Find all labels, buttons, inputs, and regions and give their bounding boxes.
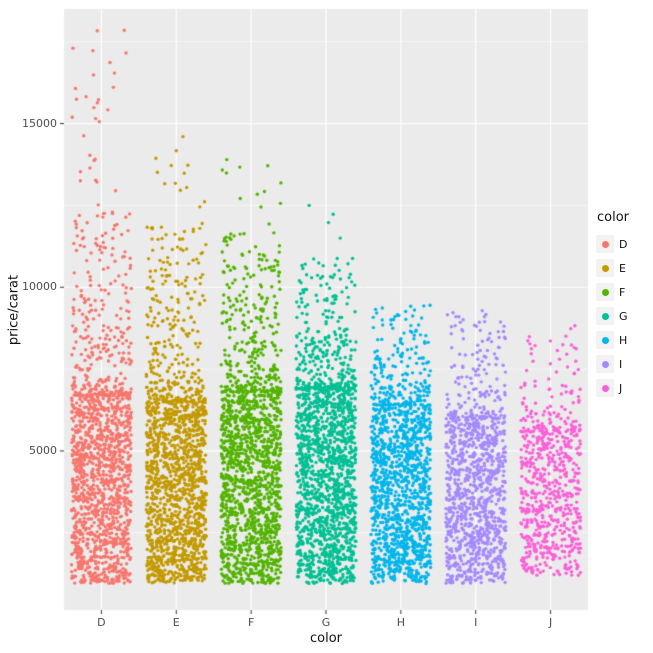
legend-point-icon xyxy=(601,288,609,296)
legend-item-label: J xyxy=(619,381,623,395)
legend-item-label: H xyxy=(619,333,628,347)
legend-point-icon xyxy=(601,360,609,368)
legend-item-J: J xyxy=(596,376,629,400)
legend-item-I: I xyxy=(596,352,629,376)
x-axis-title: color xyxy=(309,631,343,646)
legend-key xyxy=(596,331,614,349)
legend-point-icon xyxy=(601,384,609,392)
legend-item-label: I xyxy=(619,357,623,371)
legend-item-E: E xyxy=(596,256,629,280)
legend-key xyxy=(596,259,614,277)
legend-point-icon xyxy=(601,264,609,272)
legend-key xyxy=(596,235,614,253)
legend-key xyxy=(596,307,614,325)
legend-item-D: D xyxy=(596,232,629,256)
legend-item-label: D xyxy=(619,237,628,251)
legend-key xyxy=(596,283,614,301)
legend-item-F: F xyxy=(596,280,629,304)
legend-item-label: F xyxy=(619,285,626,299)
legend-point-icon xyxy=(601,312,609,320)
legend-item-label: E xyxy=(619,261,626,275)
legend-item-label: G xyxy=(619,309,628,323)
legend-item-G: G xyxy=(596,304,629,328)
legend-point-icon xyxy=(601,240,609,248)
legend-item-H: H xyxy=(596,328,629,352)
legend-point-icon xyxy=(601,336,609,344)
legend-key xyxy=(596,355,614,373)
legend-title: color xyxy=(597,210,630,225)
legend-key xyxy=(596,379,614,397)
y-axis-title: price/carat xyxy=(6,274,22,346)
